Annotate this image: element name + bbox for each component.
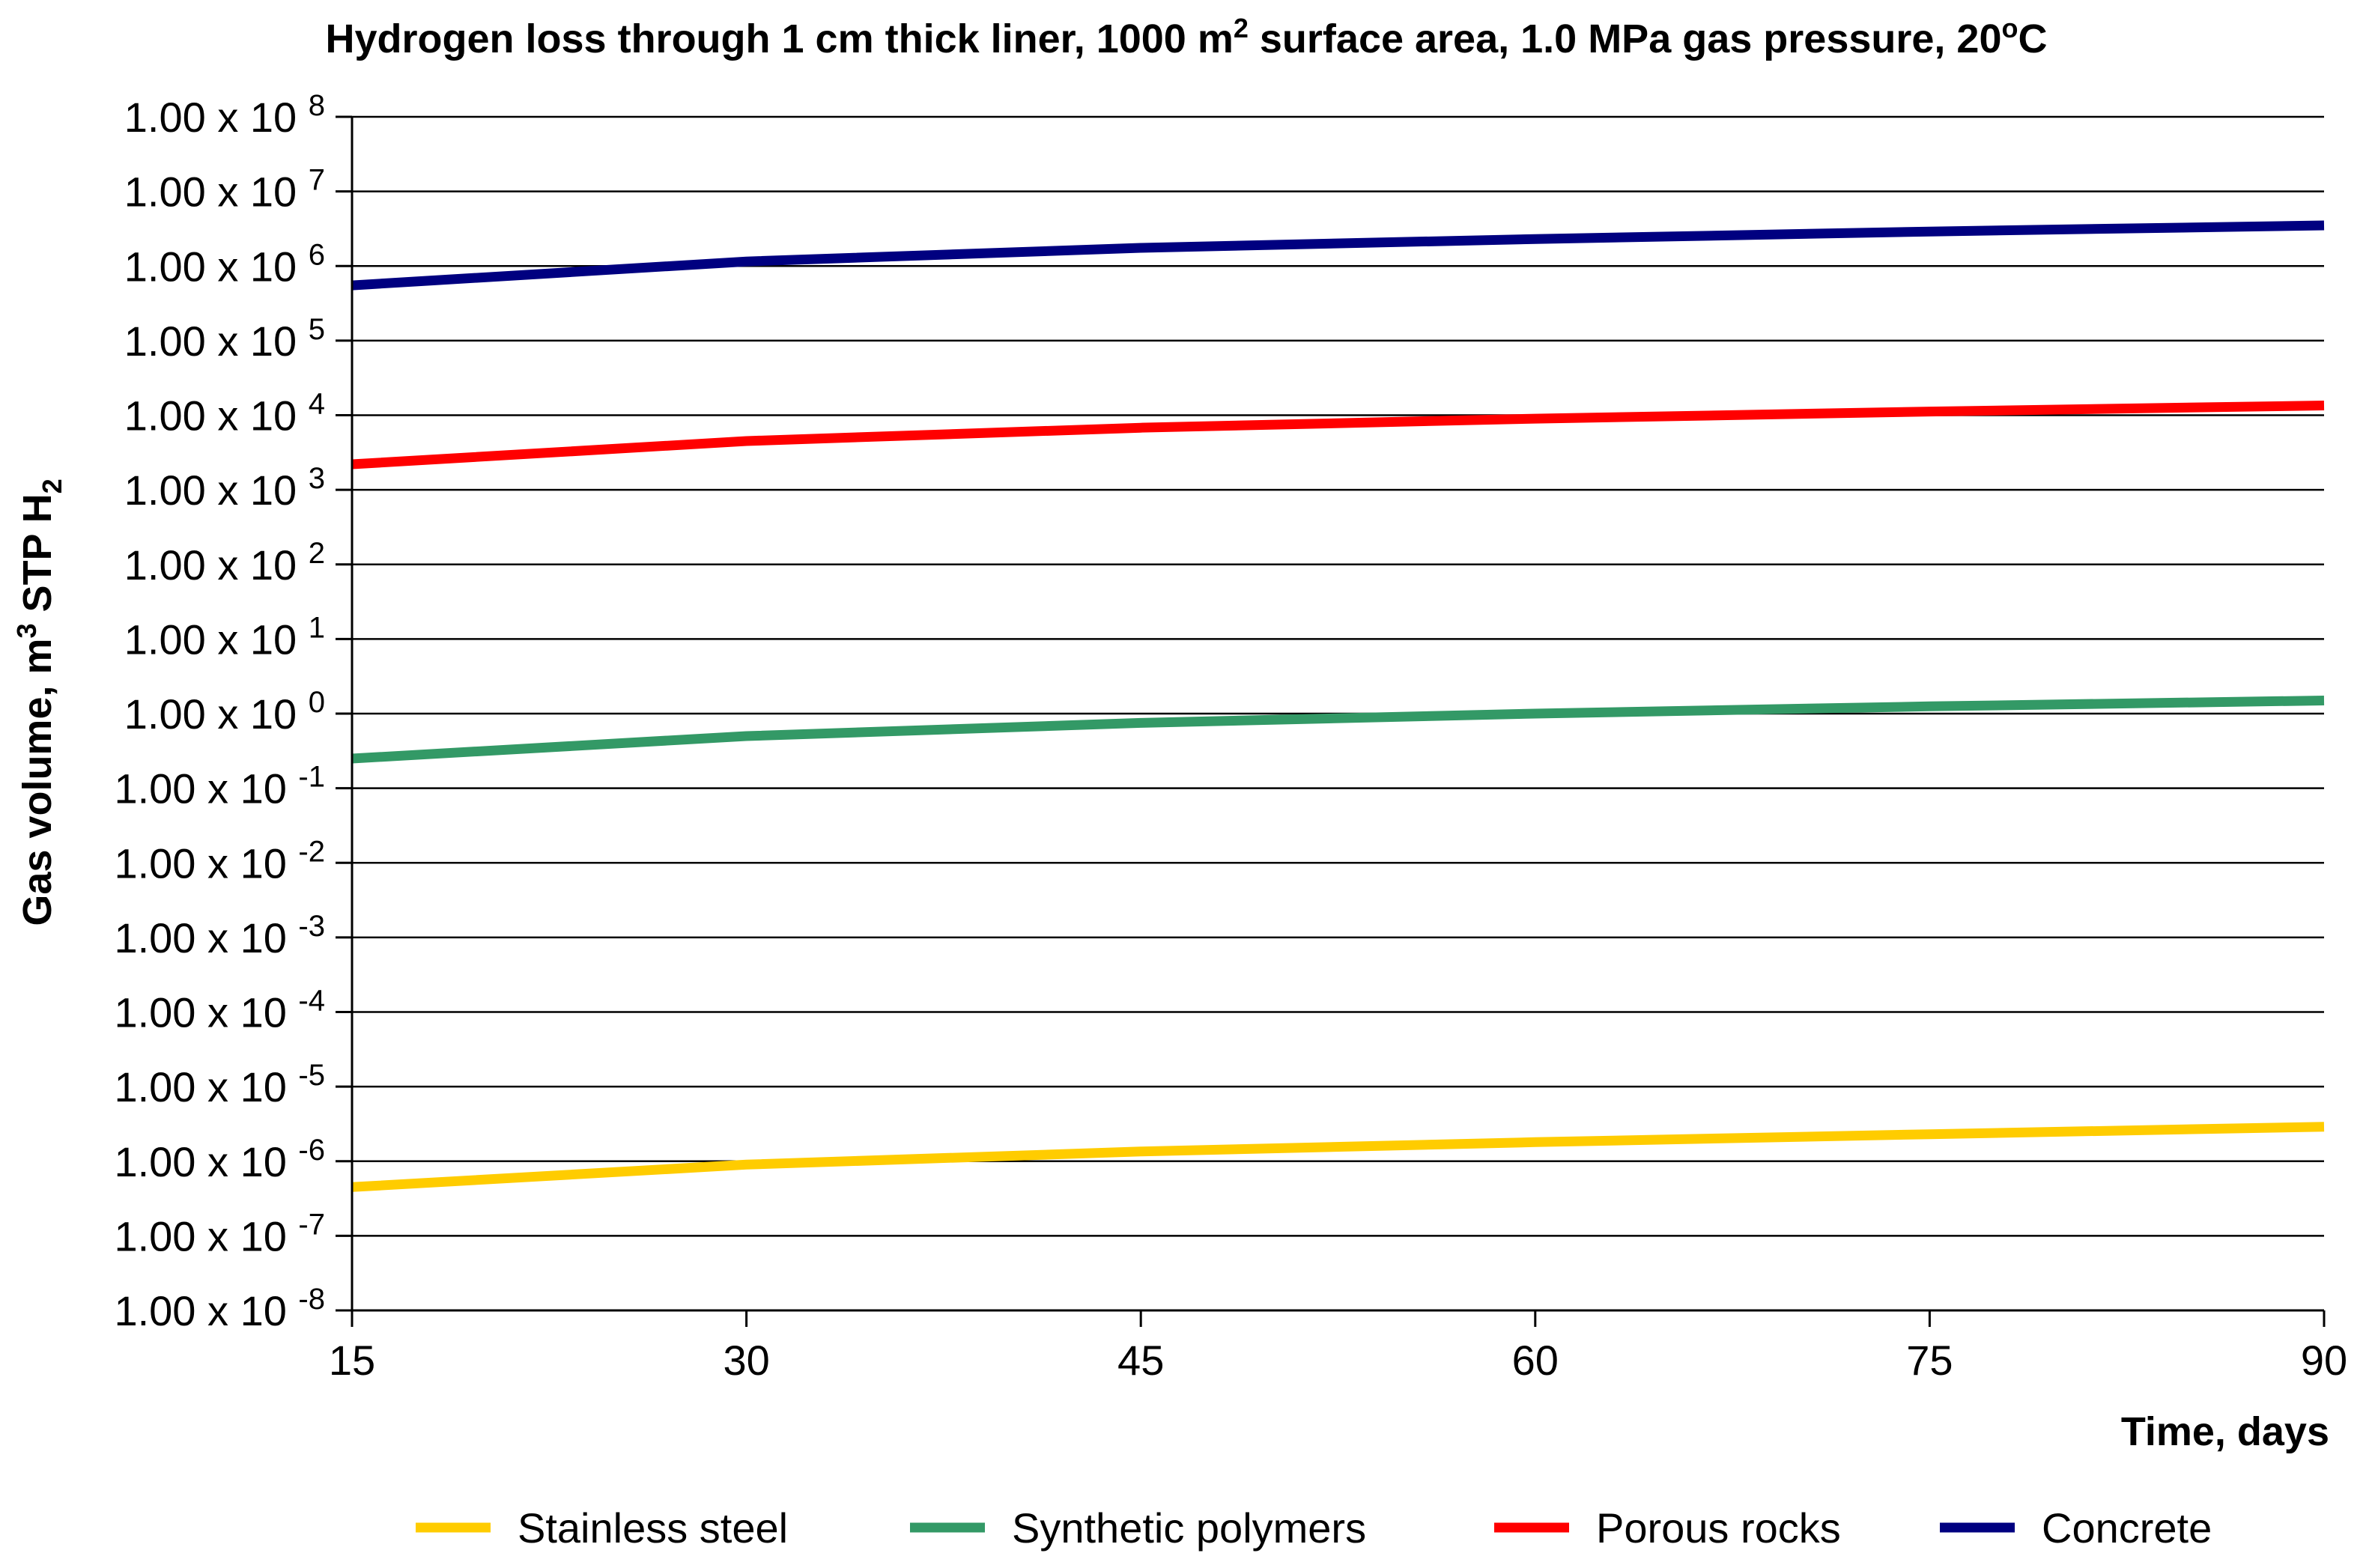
- series-line-porous-rocks: [351, 401, 2325, 470]
- y-tick-label: 1.00 x 10 -4: [114, 985, 325, 1036]
- y-tick-label: 1.00 x 10 -2: [114, 835, 325, 887]
- y-tick-label: 1.00 x 10 6: [124, 238, 325, 290]
- y-axis-label: Gas volume, m3 STP H2: [11, 478, 67, 926]
- y-tick-label: 1.00 x 10 8: [124, 89, 325, 141]
- y-tick-label: 1.00 x 10 5: [124, 313, 325, 365]
- chart-title: Hydrogen loss through 1 cm thick liner, …: [326, 13, 2048, 61]
- x-tick-labels: 15 30 45 60 75 90: [329, 1337, 2347, 1384]
- y-tick-label: 1.00 x 10 4: [124, 388, 325, 440]
- series-line-synthetic-polymers: [351, 696, 2325, 764]
- x-tick-label: 45: [1117, 1337, 1164, 1384]
- legend-label: Stainless steel: [518, 1504, 788, 1552]
- x-tick-label: 15: [329, 1337, 375, 1384]
- y-tick-label: 1.00 x 10 7: [124, 164, 325, 216]
- legend: Stainless steel Synthetic polymers Porous …: [416, 1504, 2212, 1552]
- x-tick-label: 30: [723, 1337, 769, 1384]
- y-tick-label: 1.00 x 10 -1: [114, 761, 325, 812]
- y-tick-label: 1.00 x 10 -6: [114, 1134, 325, 1185]
- x-tick-label: 90: [2301, 1337, 2347, 1384]
- legend-label: Synthetic polymers: [1012, 1504, 1366, 1552]
- x-tick-label: 75: [1906, 1337, 1953, 1384]
- series-lines: [351, 220, 2325, 1192]
- x-axis-label: Time, days: [2121, 1409, 2329, 1454]
- legend-label: Porous rocks: [1596, 1504, 1841, 1552]
- y-tick-label: 1.00 x 10 -5: [114, 1059, 325, 1110]
- x-tick-label: 60: [1512, 1337, 1559, 1384]
- series-line-stainless-steel: [351, 1122, 2325, 1192]
- legend-label: Concrete: [2042, 1504, 2212, 1552]
- y-tick-label: 1.00 x 10 3: [124, 462, 325, 514]
- y-tick-labels: 1.00 x 10 8 1.00 x 10 7 1.00 x 10 6 1.00 x …: [114, 89, 325, 1334]
- y-tick-label: 1.00 x 10 0: [124, 686, 325, 738]
- axes: [336, 115, 2326, 1327]
- y-tick-label: 1.00 x 10 1: [124, 611, 325, 663]
- y-tick-label: 1.00 x 10 -8: [114, 1283, 325, 1334]
- series-line-concrete: [351, 220, 2325, 291]
- y-tick-label: 1.00 x 10 -7: [114, 1208, 325, 1259]
- y-tick-label: 1.00 x 10 2: [124, 537, 325, 589]
- y-tick-label: 1.00 x 10 -3: [114, 910, 325, 961]
